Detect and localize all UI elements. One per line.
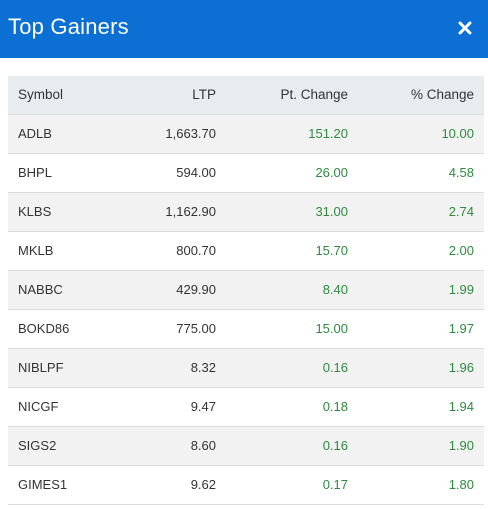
- cell-symbol: SIGS2: [18, 438, 57, 453]
- table-row[interactable]: MKLB 800.70 15.70 2.00: [8, 231, 484, 270]
- cell-pt-change: 0.18: [322, 399, 348, 414]
- cell-ltp: 594.00: [176, 165, 216, 180]
- column-header-pt-change: Pt. Change: [280, 87, 348, 103]
- table-row[interactable]: GIMES1 9.62 0.17 1.80: [8, 465, 484, 504]
- modal-title: Top Gainers: [8, 14, 129, 39]
- cell-symbol: BOKD86: [18, 321, 70, 336]
- cell-pt-change: 31.00: [315, 204, 348, 219]
- modal-header: Top Gainers: [0, 0, 488, 58]
- cell-pct-change: 10.00: [441, 126, 474, 141]
- cell-ltp: 8.60: [190, 438, 216, 453]
- column-header-ltp: LTP: [192, 87, 216, 103]
- table-row[interactable]: BOKD86 775.00 15.00 1.97: [8, 309, 484, 348]
- table-row[interactable]: BHPL 594.00 26.00 4.58: [8, 153, 484, 192]
- table-row[interactable]: NICGF 9.47 0.18 1.94: [8, 387, 484, 426]
- cell-ltp: 800.70: [176, 243, 216, 258]
- cell-pct-change: 1.99: [448, 282, 474, 297]
- table-row[interactable]: NABBC 429.90 8.40 1.99: [8, 270, 484, 309]
- cell-pct-change: 2.74: [448, 204, 474, 219]
- cell-symbol: GIMES1: [18, 477, 68, 492]
- column-header-pct-change: % Change: [410, 87, 474, 103]
- cell-symbol: NIBLPF: [18, 360, 64, 375]
- close-icon: [458, 21, 472, 35]
- cell-pct-change: 1.80: [448, 477, 474, 492]
- cell-ltp: 1,663.70: [165, 126, 216, 141]
- gainers-table: Symbol LTP Pt. Change % Change ADLB 1,663…: [8, 76, 484, 505]
- cell-pct-change: 1.94: [448, 399, 474, 414]
- cell-ltp: 9.62: [190, 477, 216, 492]
- cell-symbol: ADLB: [18, 126, 52, 141]
- cell-pct-change: 1.96: [448, 360, 474, 375]
- column-header-symbol: Symbol: [18, 87, 64, 103]
- cell-pct-change: 1.90: [448, 438, 474, 453]
- cell-ltp: 8.32: [190, 360, 216, 375]
- cell-pct-change: 4.58: [448, 165, 474, 180]
- cell-pct-change: 1.97: [448, 321, 474, 336]
- cell-pt-change: 0.16: [322, 438, 348, 453]
- table-row[interactable]: ADLB 1,663.70 151.20 10.00: [8, 114, 484, 153]
- cell-symbol: NABBC: [18, 282, 63, 297]
- cell-pt-change: 8.40: [322, 282, 348, 297]
- cell-symbol: BHPL: [18, 165, 52, 180]
- cell-symbol: MKLB: [18, 243, 54, 258]
- close-button[interactable]: [454, 16, 476, 40]
- cell-pt-change: 26.00: [315, 165, 348, 180]
- cell-ltp: 775.00: [176, 321, 216, 336]
- cell-symbol: KLBS: [18, 204, 52, 219]
- cell-ltp: 1,162.90: [165, 204, 216, 219]
- cell-pt-change: 15.00: [315, 321, 348, 336]
- table-row[interactable]: SIGS2 8.60 0.16 1.90: [8, 426, 484, 465]
- cell-pct-change: 2.00: [448, 243, 474, 258]
- cell-pt-change: 0.16: [322, 360, 348, 375]
- table-header-row: Symbol LTP Pt. Change % Change: [8, 76, 484, 114]
- gainers-table-container: Symbol LTP Pt. Change % Change ADLB 1,663…: [8, 76, 484, 505]
- table-row[interactable]: NIBLPF 8.32 0.16 1.96: [8, 348, 484, 387]
- cell-ltp: 429.90: [176, 282, 216, 297]
- cell-symbol: NICGF: [18, 399, 59, 414]
- cell-pt-change: 0.17: [322, 477, 348, 492]
- cell-ltp: 9.47: [190, 399, 216, 414]
- table-row[interactable]: KLBS 1,162.90 31.00 2.74: [8, 192, 484, 231]
- cell-pt-change: 15.70: [315, 243, 348, 258]
- cell-pt-change: 151.20: [308, 126, 348, 141]
